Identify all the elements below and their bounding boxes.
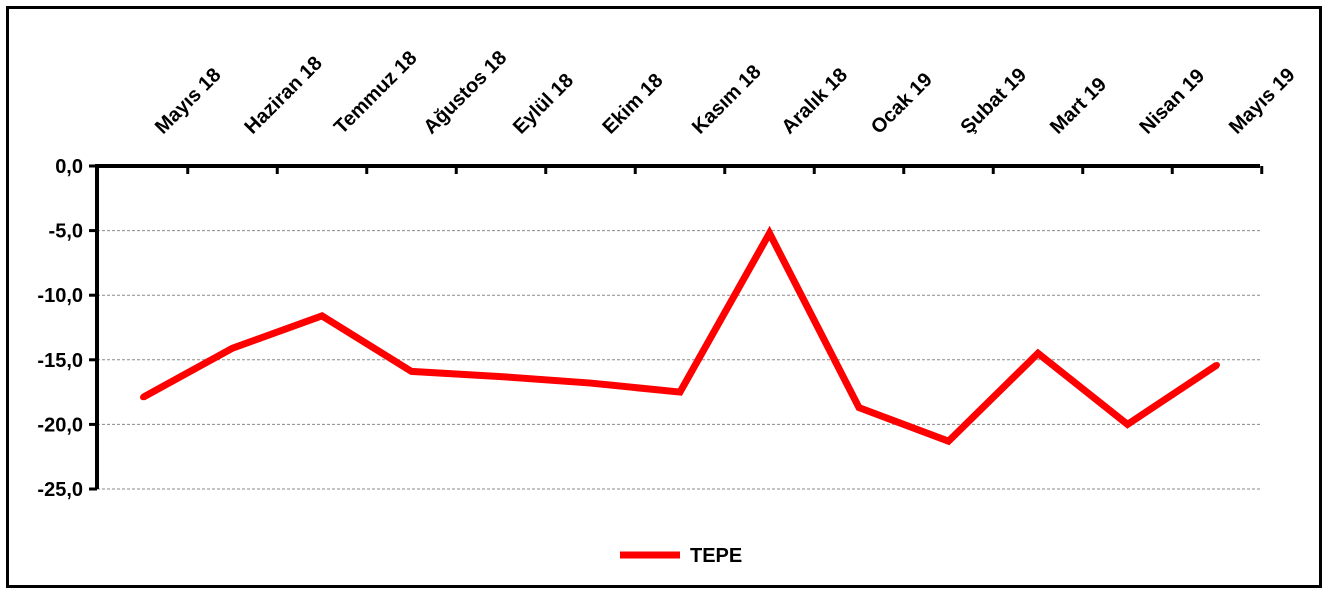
data-point bbox=[140, 394, 146, 401]
x-tick-label: Mayıs 19 bbox=[1225, 64, 1300, 139]
x-tick-label: Mart 19 bbox=[1046, 73, 1111, 138]
gridlines bbox=[97, 230, 1260, 490]
x-tick-label: Nisan 19 bbox=[1135, 65, 1209, 139]
data-point bbox=[498, 373, 504, 380]
y-tick-label: -5,0 bbox=[49, 221, 83, 243]
data-point bbox=[408, 368, 415, 375]
data-point bbox=[319, 312, 325, 319]
data-point bbox=[1035, 350, 1041, 357]
data-point bbox=[229, 345, 236, 352]
data-point bbox=[945, 438, 952, 445]
y-tick-label: 0,0 bbox=[55, 156, 83, 178]
data-point bbox=[856, 404, 862, 411]
data-point bbox=[677, 389, 683, 396]
data-point bbox=[766, 230, 773, 237]
x-tick-label: Mayıs 18 bbox=[151, 64, 226, 139]
data-point bbox=[587, 380, 594, 387]
series-line-tepe bbox=[141, 225, 1219, 446]
y-tick-label: -20,0 bbox=[37, 414, 83, 436]
x-tick-label: Haziran 18 bbox=[240, 52, 326, 138]
data-point bbox=[1124, 421, 1131, 428]
chart-frame bbox=[6, 6, 1322, 588]
x-tick-label: Temmuz 18 bbox=[330, 47, 422, 139]
x-tick-label: Aralık 18 bbox=[777, 64, 852, 139]
data-point bbox=[1214, 361, 1220, 368]
y-tick-label: -10,0 bbox=[37, 285, 83, 307]
legend: TEPE bbox=[620, 545, 742, 567]
x-tick-label: Ağustos 18 bbox=[419, 47, 511, 139]
y-tick-label: -25,0 bbox=[37, 479, 83, 501]
x-tick-label: Kasım 18 bbox=[688, 61, 766, 139]
legend-label-tepe: TEPE bbox=[690, 545, 742, 567]
x-tick-label: Şubat 19 bbox=[956, 64, 1031, 139]
axes bbox=[89, 164, 1264, 491]
y-tick-labels: 0,0 -5,0 -10,0 -15,0 -20,0 -25,0 bbox=[37, 156, 83, 501]
x-tick-label: Ocak 19 bbox=[867, 69, 937, 139]
y-tick-label: -15,0 bbox=[37, 350, 83, 372]
x-tick-label: Ekim 18 bbox=[598, 70, 667, 139]
series bbox=[140, 225, 1220, 446]
x-tick-label: Eylül 18 bbox=[509, 70, 578, 139]
